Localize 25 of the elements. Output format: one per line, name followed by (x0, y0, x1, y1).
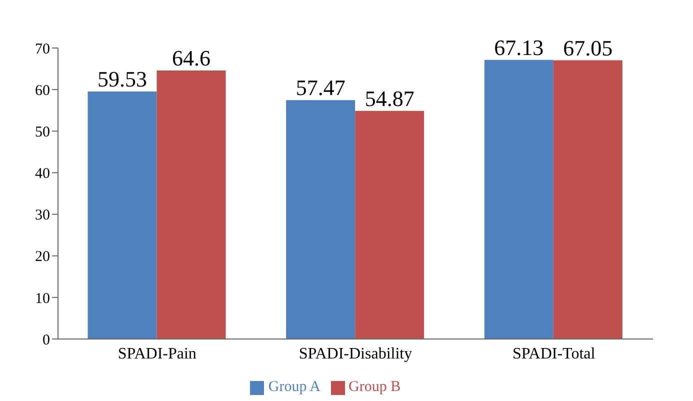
y-tick-label: 60 (35, 82, 50, 99)
y-tick-label: 10 (35, 290, 50, 307)
bar (88, 92, 157, 339)
bar (156, 70, 226, 339)
data-label: 59.53 (98, 66, 147, 92)
data-label: 67.13 (494, 34, 544, 60)
x-tick-label: SPADI-Pain (118, 345, 196, 362)
data-label: 54.87 (364, 86, 414, 111)
data-label: 64.6 (172, 45, 210, 70)
x-tick-label: SPADI-Total (512, 345, 596, 362)
y-tick-label: 40 (35, 166, 50, 182)
y-tick-label: 20 (35, 249, 50, 266)
bar (355, 110, 424, 339)
y-tick-label: 0 (42, 332, 50, 348)
bar (553, 60, 622, 339)
y-tick-label: 30 (35, 208, 50, 224)
legend-label: Group A (268, 379, 320, 395)
data-label: 67.05 (563, 35, 613, 60)
bar (484, 60, 554, 339)
y-tick-label: 70 (35, 41, 50, 58)
bar (286, 100, 356, 339)
data-label: 57.47 (296, 75, 346, 100)
x-tick-label: SPADI-Disability (298, 345, 412, 362)
y-tick-label: 50 (35, 124, 50, 140)
legend-label: Group B (348, 379, 401, 395)
